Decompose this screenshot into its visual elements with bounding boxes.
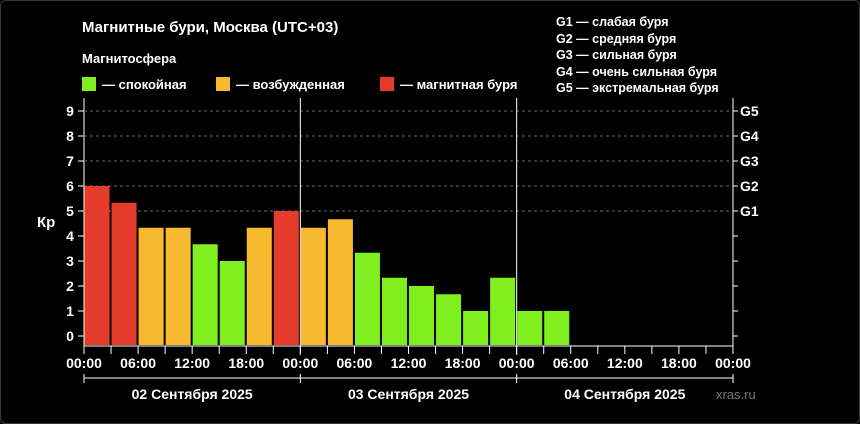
x-tick-label: 18:00 [228, 355, 264, 371]
y-tick-label: 5 [66, 203, 74, 219]
kp-bar [381, 277, 407, 345]
g-tick-label: G1 [740, 203, 759, 219]
kp-bar [463, 311, 489, 345]
x-tick-label: 00:00 [66, 355, 102, 371]
legend-item-excited: — возбужденная [216, 76, 345, 92]
x-tick-label: 18:00 [445, 355, 481, 371]
g-tick-label: G2 [740, 178, 759, 194]
y-tick-label: 6 [66, 178, 74, 194]
day-label: 03 Сентября 2025 [348, 386, 469, 402]
g-scale-item: G4 — очень сильная буря [556, 64, 717, 79]
g-tick-label: G3 [740, 153, 759, 169]
x-tick-label: 00:00 [282, 355, 318, 371]
x-tick-label: 06:00 [337, 355, 373, 371]
kp-bar [436, 294, 462, 345]
y-tick-label: 0 [66, 328, 74, 344]
kp-bar [84, 186, 110, 345]
g-tick-label: G4 [740, 128, 759, 144]
kp-bar [246, 227, 272, 345]
chart-subtitle: Магнитосфера [82, 51, 177, 66]
y-tick-label: 1 [66, 303, 74, 319]
kp-bar [544, 311, 570, 345]
kp-bar [165, 227, 191, 345]
chart-title: Магнитные бури, Москва (UTC+03) [82, 19, 339, 36]
kp-bar [300, 227, 326, 345]
y-tick-label: 8 [66, 128, 74, 144]
x-tick-label: 00:00 [499, 355, 535, 371]
x-tick-label: 06:00 [120, 355, 156, 371]
x-tick-label: 12:00 [391, 355, 427, 371]
y-axis-label: Кр [37, 214, 56, 231]
x-tick-label: 12:00 [607, 355, 643, 371]
g-scale-item: G3 — сильная буря [556, 48, 677, 62]
y-tick-label: 4 [66, 228, 74, 244]
x-tick-label: 06:00 [553, 355, 589, 371]
y-tick-label: 3 [66, 253, 74, 269]
kp-bar [490, 277, 516, 345]
g-scale-item: G5 — экстремальная буря [556, 81, 719, 95]
kp-bar [219, 261, 245, 345]
y-tick-label: 2 [66, 278, 74, 294]
x-tick-label: 18:00 [661, 355, 697, 371]
kp-bar [138, 227, 164, 345]
g-tick-label: G5 [740, 103, 759, 119]
g-scale-legend: G1 — слабая буря G2 — средняя буря G3 — … [556, 14, 719, 97]
legend-label-quiet: — спокойная [102, 76, 187, 92]
kp-bar [111, 202, 137, 345]
y-tick-label: 7 [66, 153, 74, 169]
x-tick-label: 12:00 [174, 355, 210, 371]
kp-bar [517, 311, 543, 345]
y-tick-label: 9 [66, 103, 74, 119]
kp-bar [192, 244, 218, 345]
legend-swatch-quiet [82, 77, 96, 91]
kp-bar [409, 286, 435, 345]
g-scale-item: G2 — средняя буря [556, 31, 677, 46]
legend-label-excited: — возбужденная [236, 76, 345, 92]
g-scale-item: G1 — слабая буря [556, 15, 669, 29]
legend-label-storm: — магнитная буря [400, 76, 518, 92]
watermark: xras.ru [716, 387, 756, 402]
kp-bar [354, 252, 380, 345]
legend-swatch-excited [216, 77, 230, 91]
day-label: 02 Сентября 2025 [132, 386, 253, 402]
legend-swatch-storm [380, 77, 394, 91]
x-tick-label: 00:00 [715, 355, 751, 371]
legend-item-quiet: — спокойная [82, 76, 187, 92]
kp-bar [327, 219, 353, 345]
day-label: 04 Сентября 2025 [564, 386, 685, 402]
legend-item-storm: — магнитная буря [380, 76, 517, 92]
kp-bar [273, 211, 299, 345]
